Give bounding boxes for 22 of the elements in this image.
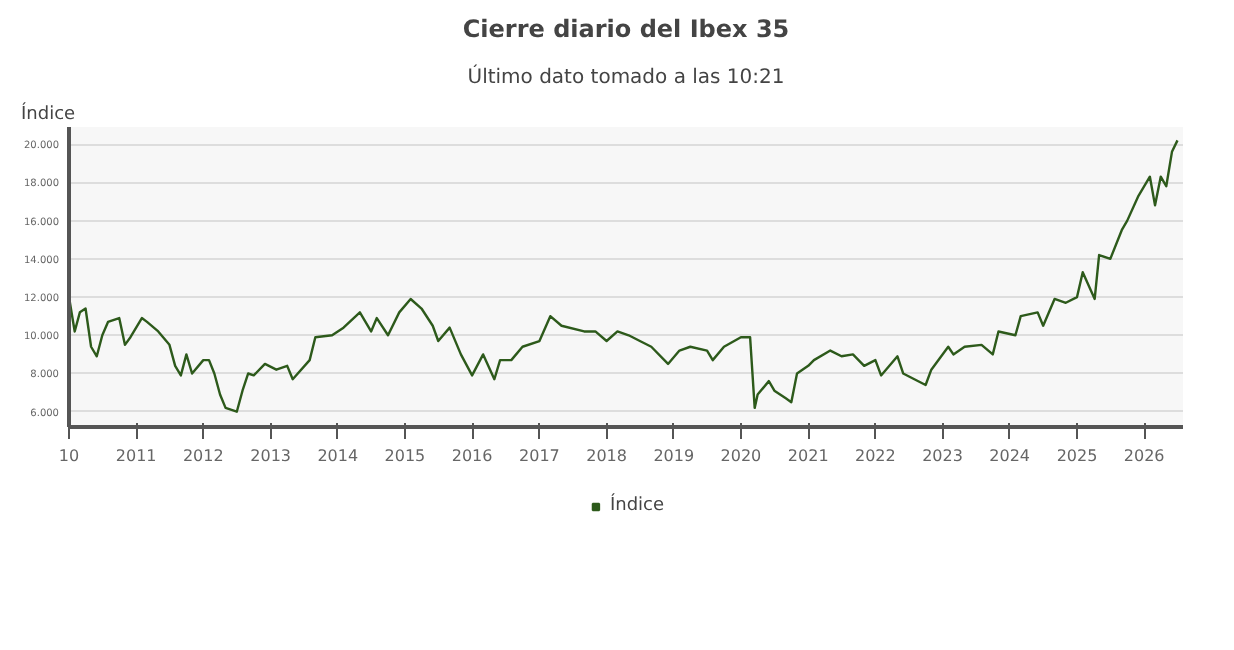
x-tick-label: 2025 xyxy=(1056,447,1098,465)
y-axis-title: Índice xyxy=(21,101,77,125)
x-tick-label: 2023 xyxy=(922,447,963,465)
x-tick-label: 2019 xyxy=(653,447,695,465)
x-tick-label: 2021 xyxy=(787,447,829,465)
x-tick-label: 2020 xyxy=(720,447,762,465)
line-series xyxy=(69,139,1179,413)
x-tick-label: 2014 xyxy=(317,447,359,465)
chart-subtitle: Último dato tomado a las 10:21 xyxy=(467,63,785,89)
x-tick-label: 2011 xyxy=(115,447,157,465)
x-tick-label: 2013 xyxy=(250,447,291,465)
x-tick-label: 2012 xyxy=(182,447,224,465)
legend-label: Índice xyxy=(609,496,665,516)
x-tick-label: 2018 xyxy=(586,447,627,465)
x-tick-label: 10 xyxy=(58,447,80,465)
x-tick-label: 2015 xyxy=(384,447,426,465)
chart-title: Cierre diario del Ibex 35 xyxy=(462,15,790,43)
x-tick-label: 2016 xyxy=(451,447,493,465)
x-tick-label: 2022 xyxy=(855,447,896,465)
x-tick-label: 2017 xyxy=(519,447,560,465)
x-tick-label: 2026 xyxy=(1123,447,1165,465)
x-tick-label: 2024 xyxy=(989,447,1031,465)
